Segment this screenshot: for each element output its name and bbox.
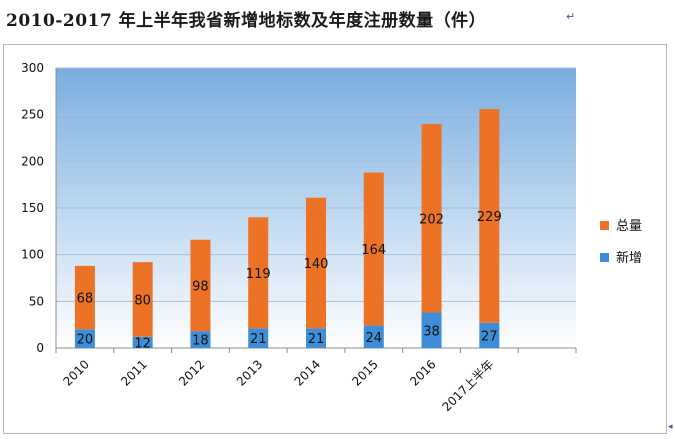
y-tick-label: 300 bbox=[21, 61, 44, 75]
paragraph-mark: ↵ bbox=[566, 10, 576, 23]
x-tick-label: 2017上半年 bbox=[439, 357, 496, 414]
x-tick-label: 2010 bbox=[61, 357, 92, 388]
bar-total bbox=[363, 172, 384, 326]
y-tick-label: 250 bbox=[21, 108, 44, 122]
data-label-total: 164 bbox=[361, 243, 386, 258]
bar-new bbox=[248, 328, 269, 348]
y-tick-label: 150 bbox=[21, 201, 44, 215]
data-label-new: 27 bbox=[481, 329, 498, 344]
data-label-total: 229 bbox=[477, 210, 502, 225]
bar-new bbox=[306, 328, 326, 348]
data-label-total: 202 bbox=[419, 212, 444, 227]
bar-total bbox=[479, 109, 500, 323]
data-label-total: 119 bbox=[246, 267, 271, 282]
bar-total bbox=[132, 262, 153, 337]
legend-label: 新增 bbox=[616, 250, 642, 266]
data-label-total: 68 bbox=[77, 292, 94, 307]
data-label-new: 12 bbox=[134, 336, 151, 351]
data-label-total: 80 bbox=[134, 293, 151, 308]
bar-new bbox=[132, 336, 153, 348]
y-tick-label: 50 bbox=[29, 294, 44, 308]
data-label-total: 98 bbox=[192, 279, 209, 294]
x-tick-label: 2015 bbox=[349, 357, 380, 388]
x-tick-label: 2011 bbox=[118, 357, 149, 388]
bar-new bbox=[190, 331, 211, 348]
bar-total bbox=[74, 265, 95, 330]
bar-total bbox=[190, 239, 211, 332]
bar-new bbox=[421, 312, 442, 348]
x-tick-label: 2012 bbox=[176, 357, 207, 388]
bar-total bbox=[248, 217, 269, 329]
data-label-new: 21 bbox=[250, 332, 267, 347]
legend-swatch bbox=[600, 221, 609, 230]
data-label-new: 38 bbox=[423, 324, 440, 339]
data-label-total: 140 bbox=[304, 257, 329, 272]
legend-swatch bbox=[600, 253, 609, 262]
y-tick-label: 100 bbox=[21, 248, 44, 262]
bar-new bbox=[363, 325, 384, 348]
data-label-new: 21 bbox=[308, 332, 325, 347]
y-tick-label: 0 bbox=[36, 341, 44, 355]
bar-total bbox=[306, 197, 326, 329]
y-tick-label: 200 bbox=[21, 154, 44, 168]
x-tick-label: 2016 bbox=[407, 357, 438, 388]
x-tick-label: 2014 bbox=[292, 357, 323, 388]
frame-end-mark: ◂ bbox=[668, 422, 673, 432]
data-label-new: 18 bbox=[192, 334, 209, 349]
data-label-new: 20 bbox=[77, 333, 94, 348]
legend-label: 总量 bbox=[616, 219, 642, 234]
page-title: 2010-2017 年上半年我省新增地标数及年度注册数量（件） bbox=[6, 11, 487, 31]
bar-new bbox=[74, 329, 95, 348]
data-label-new: 24 bbox=[366, 331, 383, 346]
bar-new bbox=[479, 322, 500, 348]
bar-total bbox=[421, 124, 442, 313]
x-tick-label: 2013 bbox=[234, 357, 265, 388]
